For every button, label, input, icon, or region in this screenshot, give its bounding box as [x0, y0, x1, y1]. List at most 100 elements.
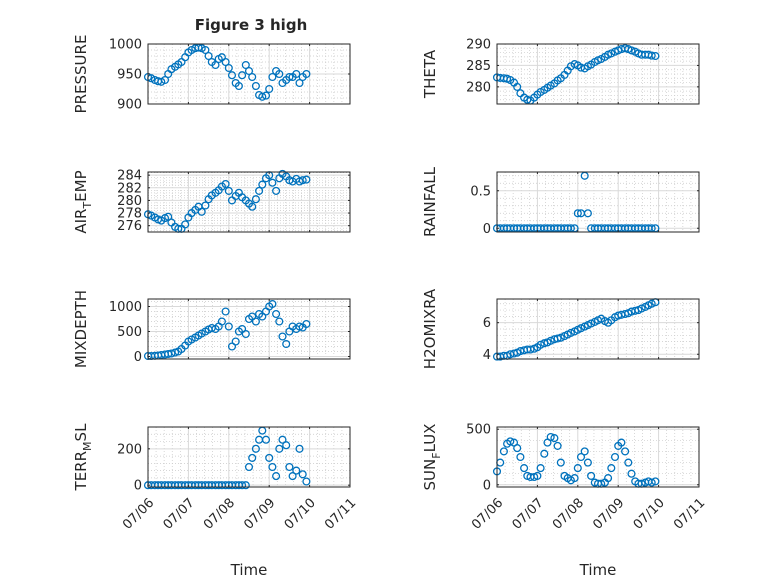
data-point [227, 71, 237, 80]
data-point [298, 470, 307, 479]
data-point [302, 477, 311, 486]
y-tick-label: 276 [117, 219, 142, 234]
y-tick-label: 200 [117, 442, 142, 457]
y-tick-label: 950 [117, 68, 142, 83]
data-point [302, 319, 311, 329]
y-tick-label: 900 [117, 98, 142, 113]
data-point [553, 334, 562, 343]
data-point [637, 304, 646, 313]
data-point [295, 444, 304, 453]
y-tick-label: 290 [466, 38, 491, 53]
data-point [244, 462, 254, 472]
data-point [546, 432, 555, 442]
data-point [238, 71, 247, 80]
data-point [523, 95, 532, 104]
data-point [573, 464, 582, 473]
data-point [265, 453, 274, 462]
y-tick-label: 282 [117, 181, 142, 196]
data-point [621, 447, 630, 456]
data-point [624, 458, 633, 467]
data-point [520, 464, 529, 473]
data-point [275, 444, 284, 453]
data-point [604, 474, 613, 483]
y-tick-label: 0 [483, 478, 491, 493]
data-point [647, 478, 656, 487]
data-point [268, 72, 277, 82]
data-point [224, 322, 233, 331]
y-tick-label: 0.5 [470, 184, 491, 199]
y-tick-label: 280 [117, 194, 142, 209]
data-point [224, 63, 233, 73]
data-point [566, 328, 575, 337]
data-point [248, 202, 257, 211]
subplot-h2omixra: 4 6 H2OMIXRA [421, 288, 700, 369]
data-point [298, 176, 307, 185]
data-point [506, 437, 515, 446]
axes-frame [496, 43, 700, 105]
data-point [556, 333, 565, 342]
data-point [221, 179, 230, 189]
data-point [576, 324, 586, 333]
figure-title: Figure 3 high [195, 16, 308, 34]
data-point [201, 45, 210, 55]
data-point [513, 82, 522, 91]
data-point [553, 441, 562, 450]
data-point [533, 471, 542, 480]
y-tick-label: 1000 [109, 300, 142, 315]
data-point [238, 481, 247, 490]
data-series [492, 44, 660, 105]
data-point [570, 474, 579, 483]
data-point [217, 317, 226, 326]
data-point [610, 452, 620, 462]
data-point [627, 46, 636, 55]
data-point [651, 51, 660, 61]
axes-frame [496, 426, 700, 488]
y-tick-label: 278 [117, 207, 142, 222]
data-series [143, 43, 311, 101]
data-point [292, 69, 301, 79]
data-point [526, 345, 535, 354]
y-tick-label: 1000 [109, 38, 142, 53]
data-point [275, 69, 284, 79]
data-point [285, 72, 294, 82]
data-point [231, 337, 240, 346]
data-point [221, 57, 230, 67]
y-axis-label: RAINFALL [421, 166, 439, 237]
data-point [587, 471, 596, 480]
axes-frame [147, 426, 351, 488]
x-axis-label: Time [230, 561, 268, 579]
data-series [143, 426, 311, 490]
data-point [627, 469, 636, 478]
y-tick-label: 500 [466, 423, 491, 438]
data-point [204, 51, 213, 61]
subplot-rainfall: 0 0.5 RAINFALL [421, 166, 700, 237]
y-tick-label: 500 [117, 325, 142, 340]
data-point [536, 340, 545, 349]
data-point [607, 464, 616, 473]
axes-frame [147, 171, 351, 233]
data-point [248, 453, 257, 462]
data-point [292, 466, 301, 475]
data-point [181, 220, 190, 229]
data-point [550, 434, 559, 443]
data-point [251, 444, 260, 453]
x-axis-label: Time [579, 561, 617, 579]
axes-frame [147, 298, 351, 360]
data-point [241, 481, 250, 490]
y-tick-label: 0 [134, 350, 142, 365]
data-point [224, 186, 233, 195]
data-point [272, 186, 281, 195]
data-point [160, 75, 170, 85]
axes-frame [496, 171, 700, 233]
data-point [647, 299, 656, 308]
data-point [513, 444, 522, 453]
y-tick-label: 284 [117, 169, 142, 184]
y-axis-label: SUNFLUX [421, 424, 443, 491]
data-point [302, 175, 311, 184]
data-series [492, 298, 660, 361]
data-point [302, 69, 311, 79]
data-point [241, 329, 250, 339]
data-point [499, 447, 508, 456]
